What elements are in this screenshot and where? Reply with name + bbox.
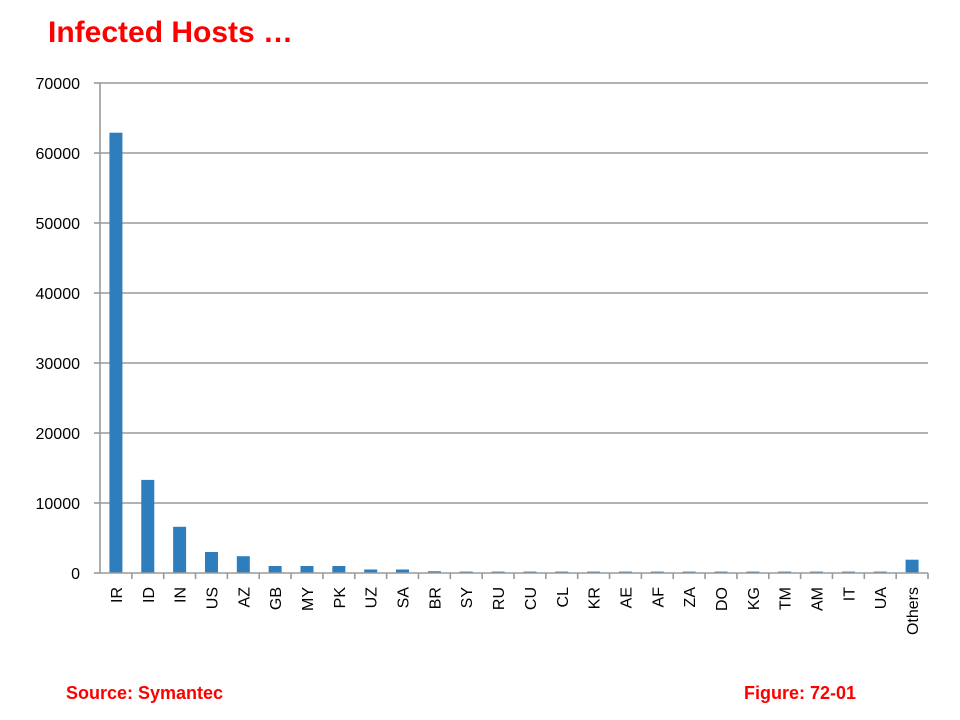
x-axis-ticks: IR ID IN US AZ GB MY PK UZ SA BR SY RU CU CL KR AE AF ZA DO…	[109, 587, 922, 635]
y-tick-label: 20000	[36, 426, 81, 443]
bar	[109, 132, 123, 573]
x-tick-label: IR	[109, 587, 126, 603]
bar	[396, 569, 410, 573]
x-tick-label: US	[204, 587, 221, 609]
x-tick-label: IT	[841, 587, 858, 601]
y-tick-label: 0	[71, 566, 80, 583]
x-tick-label: CL	[555, 587, 572, 608]
x-tick-label: AM	[810, 587, 827, 611]
x-tick-label: CU	[523, 587, 540, 610]
x-tick-label: KR	[587, 587, 604, 609]
x-tick-label: MY	[300, 587, 317, 611]
y-tick-label: 70000	[36, 76, 81, 93]
y-tick-label: 10000	[36, 496, 81, 513]
y-axis-ticks: 0 10000 20000 30000 40000 50000 60000 70000	[36, 76, 81, 583]
bar	[332, 566, 346, 573]
x-tick-label: TM	[778, 587, 795, 610]
bars	[109, 132, 919, 573]
x-tick-label: Others	[905, 587, 922, 635]
x-tick-label: AZ	[236, 587, 253, 608]
bar	[427, 571, 441, 573]
x-tick-label: GB	[268, 587, 285, 610]
axes	[94, 82, 929, 579]
x-tick-label: SY	[459, 587, 476, 609]
bar	[236, 556, 250, 573]
slide-title: Infected Hosts …	[48, 16, 294, 49]
x-tick-label: IN	[173, 587, 190, 603]
y-tick-label: 50000	[36, 216, 81, 233]
x-tick-label: KG	[746, 587, 763, 610]
y-tick-label: 60000	[36, 146, 81, 163]
bar	[905, 559, 919, 573]
bar	[204, 552, 218, 573]
x-tick-label: DO	[714, 587, 731, 611]
bar	[300, 566, 314, 573]
x-tick-label: SA	[396, 587, 413, 609]
gridlines	[100, 82, 928, 504]
x-tick-label: RU	[491, 587, 508, 610]
x-tick-label: PK	[332, 587, 349, 609]
x-tick-label: AF	[650, 587, 667, 608]
bar	[268, 566, 282, 573]
y-tick-label: 30000	[36, 356, 81, 373]
bar	[141, 479, 155, 573]
source-label: Source: Symantec	[66, 683, 224, 703]
x-tick-label: ZA	[682, 587, 699, 608]
x-tick-label: AE	[618, 587, 635, 608]
bar	[364, 569, 378, 573]
x-tick-label: UA	[873, 587, 890, 610]
figure-label: Figure: 72-01	[744, 683, 857, 703]
bar	[173, 526, 187, 573]
x-tick-label: ID	[141, 587, 158, 603]
x-tick-label: UZ	[364, 587, 381, 609]
y-tick-label: 40000	[36, 286, 81, 303]
x-tick-label: BR	[427, 587, 444, 609]
